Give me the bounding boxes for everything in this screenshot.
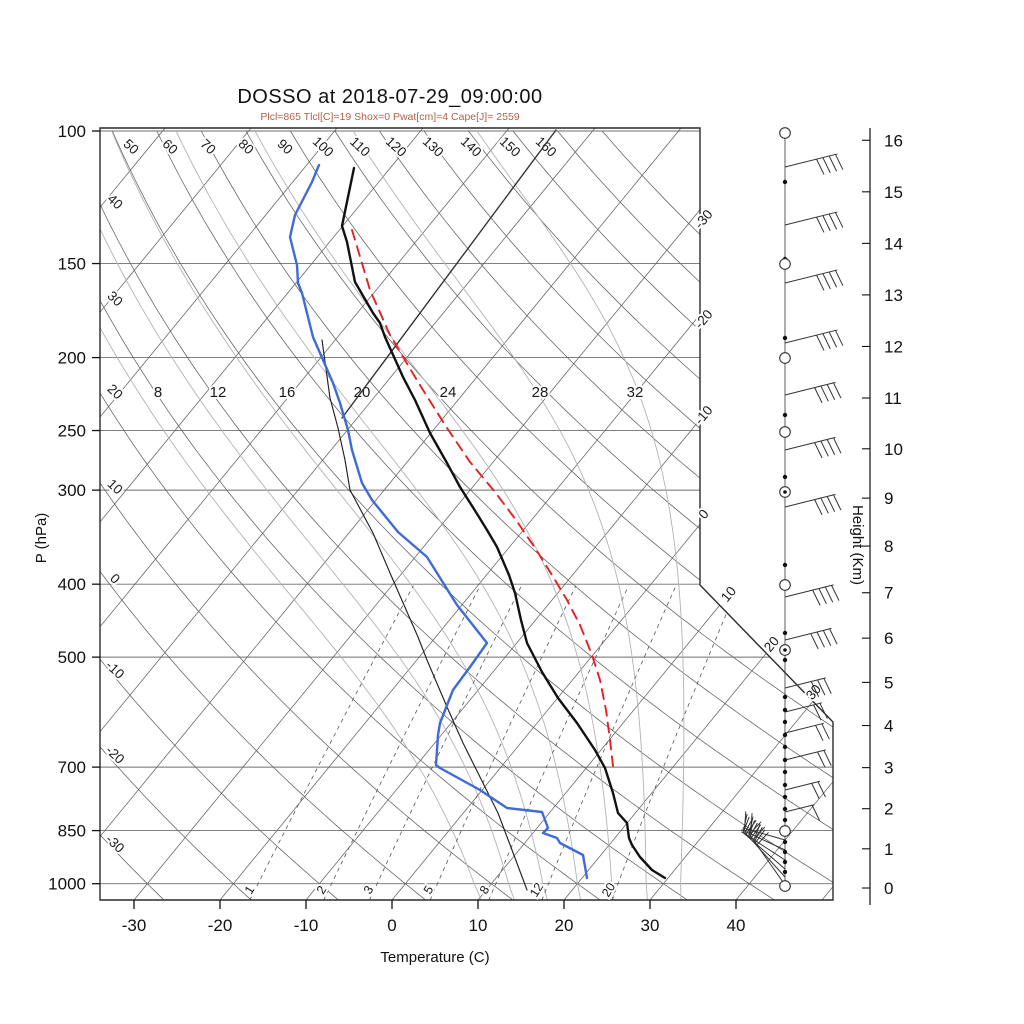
svg-text:-30: -30 xyxy=(122,916,147,935)
svg-text:3: 3 xyxy=(884,759,893,778)
svg-text:12: 12 xyxy=(210,384,227,401)
svg-text:140: 140 xyxy=(458,134,485,160)
svg-text:1: 1 xyxy=(884,840,893,859)
svg-text:1: 1 xyxy=(242,883,258,896)
svg-text:5: 5 xyxy=(884,673,893,692)
svg-text:20: 20 xyxy=(599,880,618,899)
svg-text:20: 20 xyxy=(104,381,125,402)
svg-text:150: 150 xyxy=(497,134,524,160)
svg-text:2: 2 xyxy=(884,800,893,819)
svg-text:30: 30 xyxy=(641,916,660,935)
svg-text:-20: -20 xyxy=(208,916,233,935)
y-right-axis-title: Height (Km) xyxy=(849,505,866,585)
svg-text:30: 30 xyxy=(803,682,824,703)
svg-text:0: 0 xyxy=(884,879,893,898)
background-grid xyxy=(100,128,833,900)
svg-text:-10: -10 xyxy=(294,916,319,935)
svg-text:12: 12 xyxy=(884,337,903,356)
svg-text:40: 40 xyxy=(104,191,125,212)
svg-text:80: 80 xyxy=(235,136,256,157)
svg-text:5: 5 xyxy=(421,883,437,896)
svg-text:10: 10 xyxy=(718,584,739,605)
svg-text:30: 30 xyxy=(104,288,125,309)
svg-text:60: 60 xyxy=(159,136,180,157)
svg-text:120: 120 xyxy=(383,134,410,160)
wetbulb-curve xyxy=(321,339,528,891)
svg-text:300: 300 xyxy=(58,481,86,500)
svg-text:500: 500 xyxy=(58,648,86,667)
svg-text:-20: -20 xyxy=(692,307,716,332)
svg-text:3: 3 xyxy=(361,883,377,896)
svg-text:13: 13 xyxy=(884,286,903,305)
svg-text:9: 9 xyxy=(884,489,893,508)
chart-subtitle: Plcl=865 Tlcl[C]=19 Shox=0 Pwat[cm]=4 Ca… xyxy=(260,111,520,123)
svg-text:0: 0 xyxy=(695,506,711,521)
svg-text:-30: -30 xyxy=(103,832,128,856)
wind-barb-column xyxy=(741,127,844,892)
svg-text:28: 28 xyxy=(532,384,549,401)
svg-text:-20: -20 xyxy=(103,743,128,767)
svg-text:24: 24 xyxy=(440,384,457,401)
svg-text:100: 100 xyxy=(58,122,86,141)
y-left-axis-title: P (hPa) xyxy=(33,513,50,564)
svg-text:70: 70 xyxy=(197,136,218,157)
grid-line-labels: 50 60 70 80 90 100 110 120 130 140 150 160403020100… xyxy=(101,132,826,902)
x-axis-title: Temperature (C) xyxy=(380,949,489,966)
plot-frame xyxy=(99,127,834,901)
svg-text:700: 700 xyxy=(58,758,86,777)
svg-text:-10: -10 xyxy=(103,658,128,682)
svg-text:850: 850 xyxy=(58,822,86,841)
svg-text:10: 10 xyxy=(884,440,903,459)
svg-text:1000: 1000 xyxy=(48,875,86,894)
parcel-curve xyxy=(351,229,614,767)
svg-text:15: 15 xyxy=(884,183,903,202)
svg-text:8: 8 xyxy=(884,537,893,556)
svg-text:32: 32 xyxy=(627,384,644,401)
dewpoint-curve xyxy=(288,163,589,880)
svg-text:8: 8 xyxy=(154,384,162,401)
svg-text:12: 12 xyxy=(527,880,546,899)
svg-text:11: 11 xyxy=(884,389,902,408)
svg-text:400: 400 xyxy=(58,575,86,594)
svg-text:0: 0 xyxy=(387,916,396,935)
svg-text:150: 150 xyxy=(58,255,86,274)
svg-text:250: 250 xyxy=(58,422,86,441)
svg-text:-30: -30 xyxy=(692,207,716,232)
svg-text:20: 20 xyxy=(555,916,574,935)
svg-text:40: 40 xyxy=(727,916,746,935)
chart-title: DOSSO at 2018-07-29_09:00:00 xyxy=(237,86,543,108)
svg-text:90: 90 xyxy=(274,136,295,157)
aux-upper-line xyxy=(341,129,557,419)
svg-text:7: 7 xyxy=(884,584,893,603)
svg-text:6: 6 xyxy=(884,629,893,648)
svg-text:10: 10 xyxy=(469,916,488,935)
svg-text:16: 16 xyxy=(279,384,296,401)
svg-text:50: 50 xyxy=(120,136,141,157)
svg-text:14: 14 xyxy=(884,234,903,253)
temperature-curve xyxy=(340,166,667,880)
svg-text:200: 200 xyxy=(58,349,86,368)
svg-text:4: 4 xyxy=(884,717,893,736)
svg-text:16: 16 xyxy=(884,131,903,150)
